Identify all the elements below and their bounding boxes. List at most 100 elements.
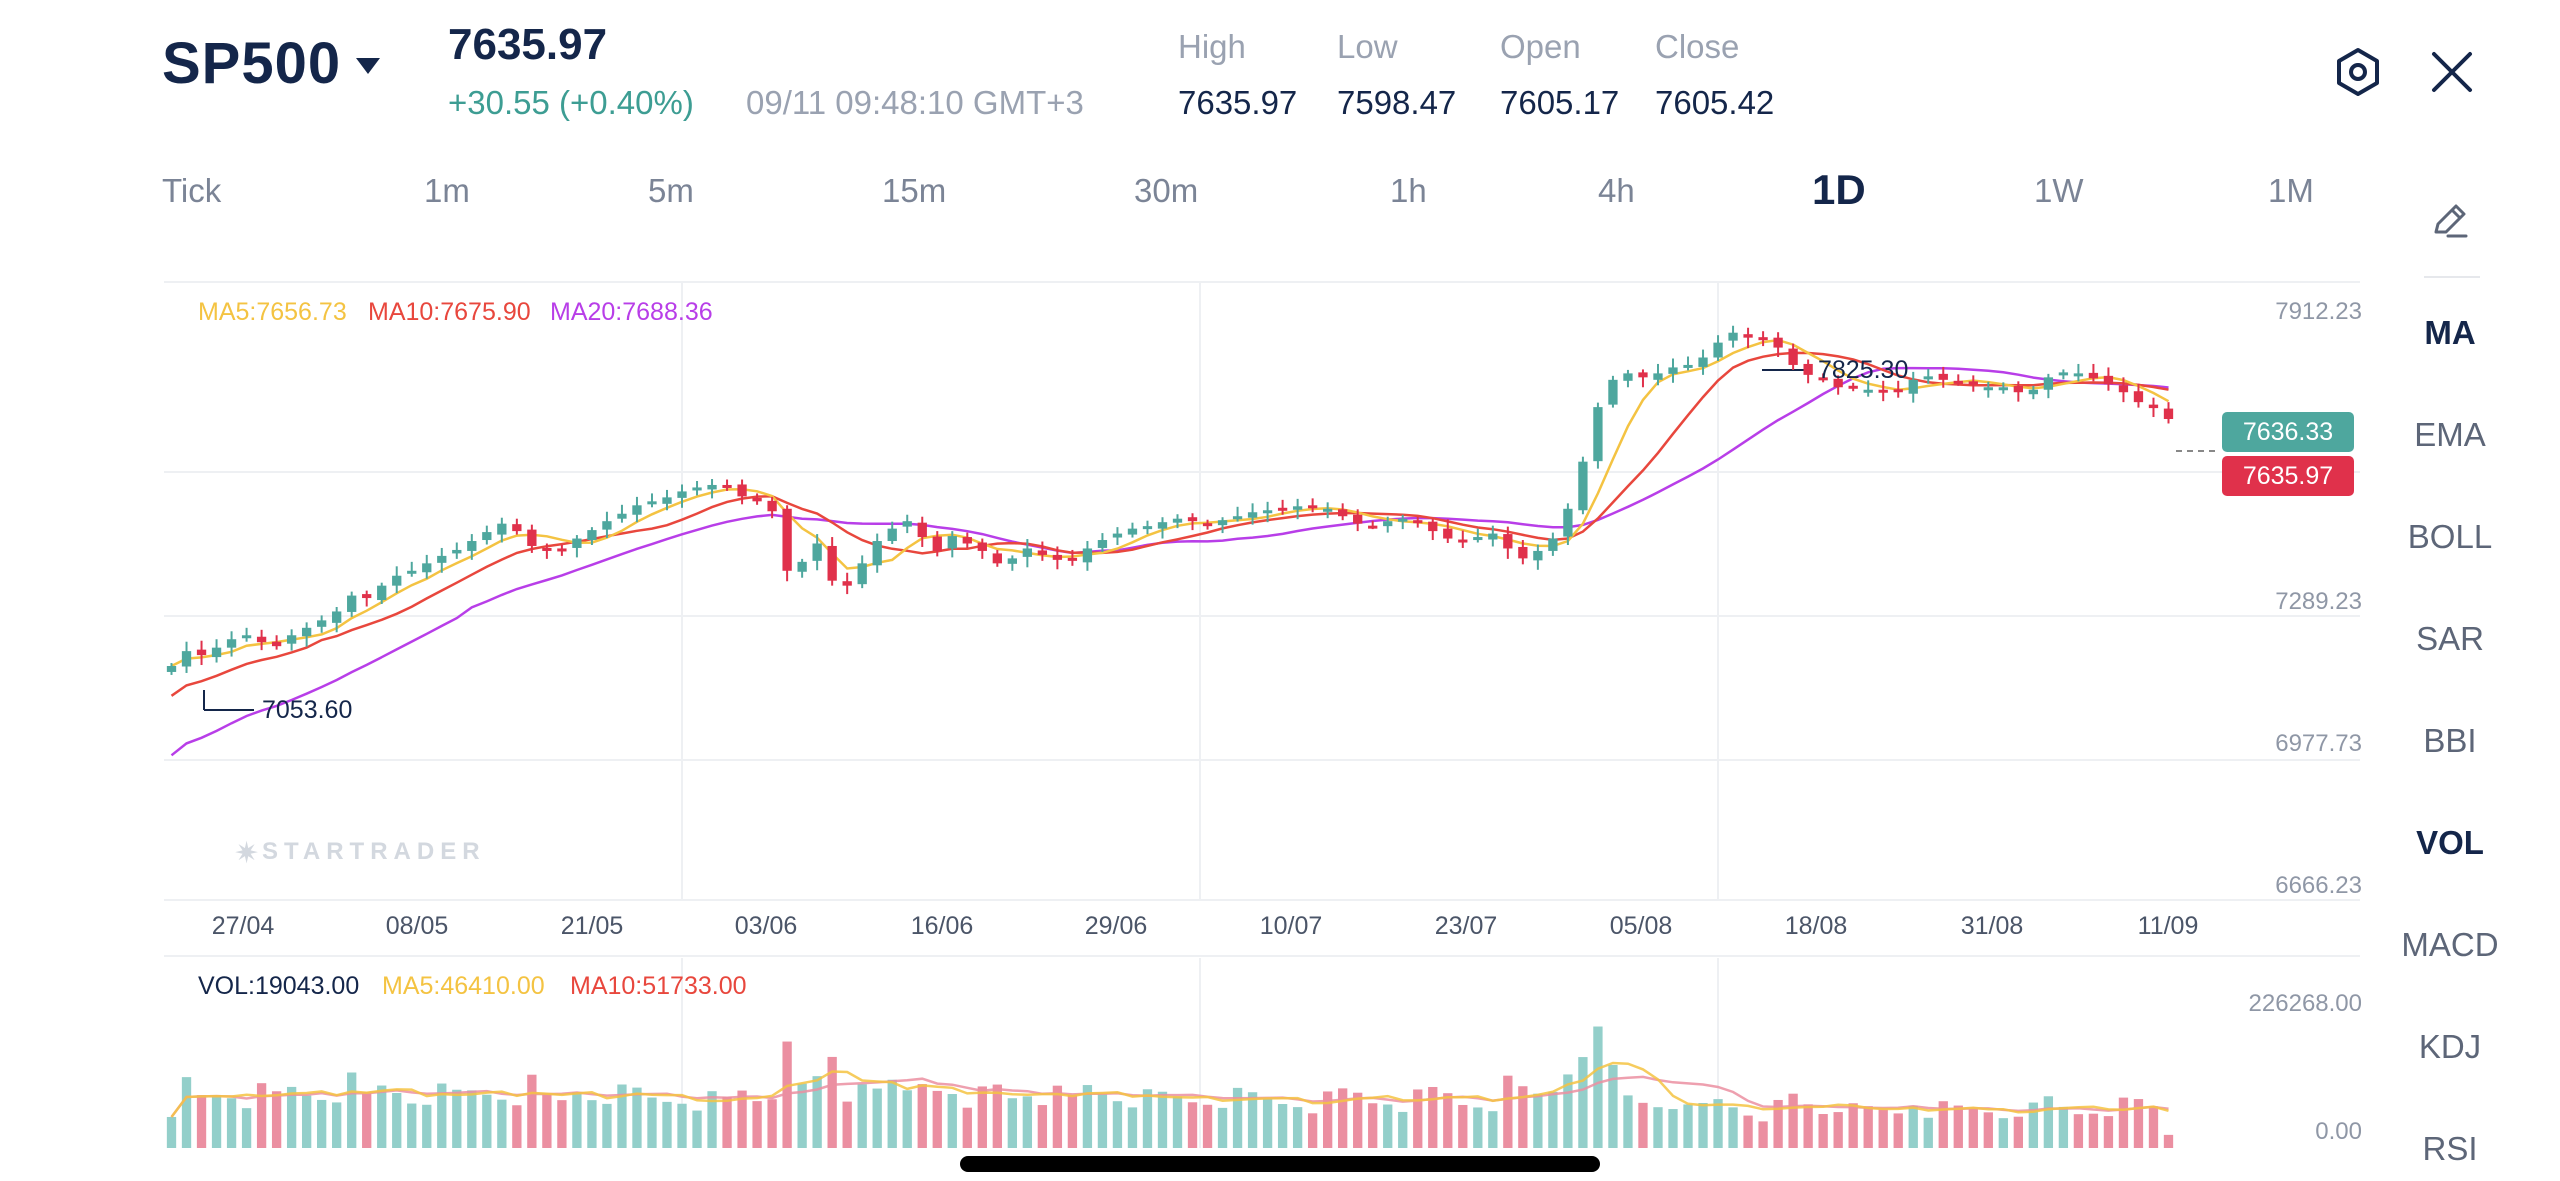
x-axis-label: 27/04 <box>211 912 275 940</box>
candle <box>437 555 447 563</box>
candle <box>317 620 327 627</box>
symbol-selector[interactable]: SP500 <box>162 31 342 96</box>
candle <box>1938 373 1948 380</box>
candle <box>1247 512 1258 518</box>
close-icon[interactable] <box>2424 44 2480 100</box>
candle <box>407 570 417 574</box>
candle <box>1262 510 1273 514</box>
indicator-ma[interactable]: MA <box>2424 314 2476 351</box>
candle <box>1443 528 1453 539</box>
volume-bar <box>1488 1111 1498 1148</box>
volume-bar <box>2133 1099 2144 1148</box>
indicator-bbi[interactable]: BBI <box>2423 722 2477 759</box>
volume-bar <box>1172 1096 1183 1148</box>
candle <box>587 530 597 541</box>
tab-1w[interactable]: 1W <box>2034 172 2084 209</box>
hexagon-settings-icon[interactable] <box>2330 44 2386 100</box>
x-axis-label: 16/06 <box>910 912 974 940</box>
candle <box>392 575 402 586</box>
tab-5m[interactable]: 5m <box>648 172 694 209</box>
candle <box>2028 389 2039 395</box>
candle <box>1533 550 1543 561</box>
volume-bar <box>1698 1102 1708 1148</box>
volume-bar <box>917 1084 927 1148</box>
volume-bar <box>902 1090 912 1148</box>
candle <box>1112 533 1123 538</box>
volume-bar <box>947 1094 957 1148</box>
y-axis-label: 7289.23 <box>2275 588 2362 615</box>
candle <box>1833 378 1843 388</box>
candle <box>2058 372 2069 376</box>
candle <box>617 513 627 519</box>
candle <box>2163 408 2174 420</box>
volume-bar <box>1743 1115 1753 1148</box>
tab-1h[interactable]: 1h <box>1390 172 1427 209</box>
legend-ma10: MA10:7675.90 <box>368 298 531 326</box>
volume-bar <box>1443 1093 1453 1148</box>
candle <box>707 484 717 490</box>
volume-bar <box>572 1092 582 1148</box>
candle <box>256 636 267 643</box>
candle <box>1578 461 1588 511</box>
tab-15m[interactable]: 15m <box>882 172 947 209</box>
candle <box>452 549 462 554</box>
volume-legend-vol: VOL:19043.00 <box>198 972 360 1000</box>
volume-bar <box>1683 1104 1693 1148</box>
indicator-boll[interactable]: BOLL <box>2407 518 2493 555</box>
candle <box>2073 373 2084 377</box>
volume-bar <box>1713 1099 1723 1148</box>
volume-bar <box>1593 1026 1603 1148</box>
indicator-macd[interactable]: MACD <box>2401 926 2499 963</box>
candle <box>377 585 387 601</box>
candle <box>1653 373 1663 380</box>
volume-bar <box>842 1101 852 1148</box>
volume-bar <box>677 1103 687 1148</box>
candle <box>1097 540 1108 548</box>
candle <box>1608 379 1618 405</box>
volume-bar <box>467 1090 477 1148</box>
volume-bar <box>1848 1103 1858 1148</box>
candle <box>1157 522 1168 529</box>
candle <box>857 563 867 585</box>
ma5-line <box>170 338 2170 668</box>
tab-tick[interactable]: Tick <box>162 172 222 209</box>
symbol-dropdown-caret-icon[interactable] <box>356 58 380 74</box>
volume-bar <box>2043 1096 2054 1148</box>
candle <box>286 635 297 644</box>
volume-bar <box>1247 1092 1258 1148</box>
volume-bar <box>542 1094 552 1148</box>
candle <box>1893 389 1903 393</box>
candle <box>2013 385 2023 393</box>
tab-1m[interactable]: 1m <box>424 172 470 209</box>
indicator-sar[interactable]: SAR <box>2416 620 2484 657</box>
volume-bar <box>527 1074 537 1148</box>
indicator-ema[interactable]: EMA <box>2414 416 2486 453</box>
x-axis-label: 05/08 <box>1609 912 1673 940</box>
tab-4h[interactable]: 4h <box>1598 172 1635 209</box>
tab-1month[interactable]: 1M <box>2268 172 2314 209</box>
candle <box>2103 375 2114 385</box>
candle <box>1413 520 1423 524</box>
volume-bar <box>377 1085 387 1148</box>
volume-bar <box>1653 1107 1663 1148</box>
candle <box>662 497 672 504</box>
indicator-vol[interactable]: VOL <box>2416 824 2484 861</box>
volume-bar <box>482 1094 492 1148</box>
tab-1d[interactable]: 1D <box>1812 166 1866 213</box>
indicator-rsi[interactable]: RSI <box>2422 1130 2478 1167</box>
candle <box>1923 376 1933 380</box>
candle <box>482 532 492 541</box>
tab-30m[interactable]: 30m <box>1134 172 1199 209</box>
home-indicator[interactable] <box>960 1156 1600 1172</box>
volume-bar <box>1353 1092 1363 1148</box>
volume-bar <box>241 1108 252 1148</box>
candle <box>1518 546 1528 559</box>
volume-bar <box>1007 1098 1017 1148</box>
volume-bar <box>226 1098 237 1148</box>
volume-bar <box>1818 1114 1828 1148</box>
candle <box>1187 517 1198 522</box>
draw-pencil-icon[interactable] <box>2426 196 2474 244</box>
indicator-kdj[interactable]: KDJ <box>2418 1028 2482 1065</box>
volume-bar <box>587 1100 597 1148</box>
